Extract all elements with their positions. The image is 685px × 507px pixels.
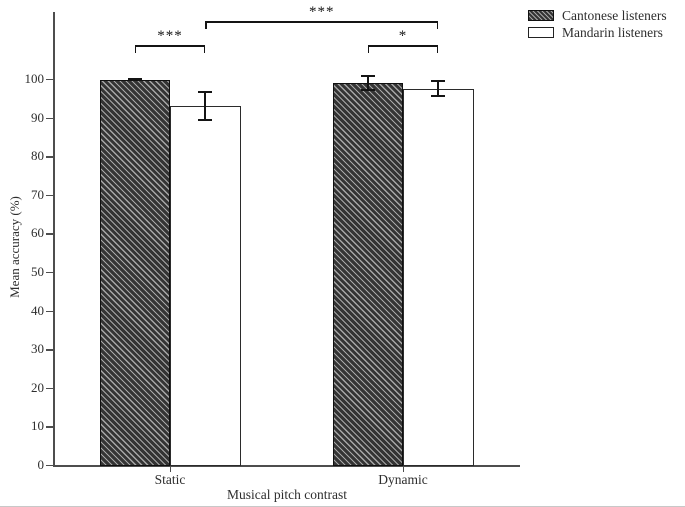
x-tick: [403, 465, 405, 472]
cantonese-bar-static: [99, 79, 170, 466]
y-tick-label: 60: [31, 225, 44, 241]
y-tick: [46, 272, 53, 274]
cantonese-bar-dynamic: [332, 82, 403, 466]
legend-label-mandarin: Mandarin listeners: [562, 24, 663, 40]
sig-bracket-leg: [367, 45, 370, 53]
error-bar-cap-bottom: [360, 88, 375, 91]
sig-bracket-leg: [203, 45, 206, 53]
y-tick-label: 100: [24, 71, 45, 86]
error-bar-cap-top: [360, 75, 375, 78]
cantonese-hatched-swatch-icon: [528, 10, 554, 21]
error-bar-cap-top: [198, 90, 213, 93]
x-tick-label: Dynamic: [378, 472, 428, 487]
error-bar-cap-bottom: [198, 119, 213, 122]
y-tick: [46, 349, 53, 351]
y-tick-label: 90: [31, 109, 44, 125]
sig-bracket-bar: [205, 21, 439, 23]
y-tick: [46, 233, 53, 235]
x-tick-label: Static: [154, 472, 186, 487]
sig-bracket-bar: [134, 45, 206, 47]
y-tick-label: 0: [37, 457, 45, 472]
legend-item-cantonese: Cantonese listeners: [528, 7, 667, 24]
y-tick-label: 40: [31, 302, 44, 318]
y-tick-label: 30: [31, 341, 44, 357]
error-bar: [437, 80, 440, 98]
y-tick: [46, 117, 53, 119]
sig-bracket-bar: [367, 45, 439, 47]
y-tick: [46, 465, 53, 467]
sig-label: ***: [157, 28, 183, 44]
y-tick-label: 80: [31, 148, 44, 164]
legend-label-cantonese: Cantonese listeners: [562, 7, 667, 23]
error-bar: [366, 75, 369, 91]
error-bar-cap-top: [127, 78, 142, 81]
mandarin-bar-dynamic: [403, 88, 474, 466]
sig-bracket-leg: [436, 21, 439, 29]
sig-bracket-leg: [205, 21, 207, 29]
y-tick-label: 50: [31, 264, 44, 279]
y-tick: [46, 79, 53, 81]
y-tick: [46, 387, 53, 390]
sig-label: ***: [309, 4, 335, 20]
y-tick-label: 70: [31, 186, 44, 202]
error-bar-cap-bottom: [431, 95, 446, 98]
y-axis-title: Mean accuracy (%): [7, 196, 22, 298]
sig-label: *: [398, 28, 408, 44]
error-bar-cap-bottom: [127, 79, 142, 82]
mandarin-bar-static: [170, 106, 241, 466]
y-tick-label: 10: [31, 418, 44, 434]
y-axis-spine: [53, 12, 55, 466]
y-tick-label: 20: [31, 379, 44, 395]
error-bar: [204, 90, 207, 122]
mandarin-plain-swatch-icon: [528, 27, 554, 38]
y-tick: [46, 426, 53, 428]
sig-bracket-leg: [134, 45, 137, 53]
y-tick: [46, 194, 53, 197]
y-tick: [46, 310, 53, 312]
legend: Cantonese listeners Mandarin listeners: [528, 7, 667, 41]
sig-bracket-leg: [436, 45, 439, 53]
y-tick: [46, 156, 53, 158]
legend-item-mandarin: Mandarin listeners: [528, 24, 667, 41]
x-axis-spine: [53, 465, 520, 467]
error-bar-cap-top: [431, 80, 446, 83]
x-axis-title: Musical pitch contrast: [227, 487, 347, 502]
x-tick: [170, 465, 172, 472]
